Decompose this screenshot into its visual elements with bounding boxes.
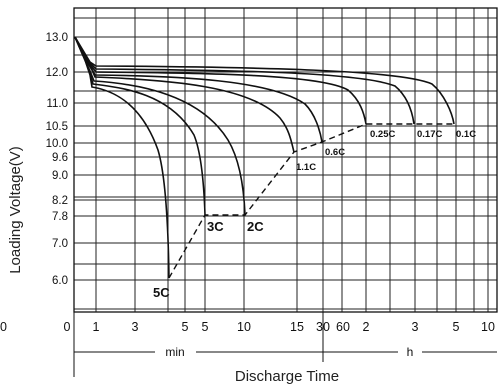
x-tick-label: 10	[237, 320, 251, 334]
y-tick-label: 10.0	[46, 138, 68, 150]
y-tick-label: 11.0	[46, 98, 68, 110]
y-tick-label: 12.0	[46, 67, 68, 79]
x-axis-title: Discharge Time	[235, 368, 339, 385]
curve-0-17c	[74, 36, 415, 125]
y-tick-label: 13.0	[46, 32, 68, 44]
x-tick-label: 1	[93, 320, 100, 334]
y-tick-labels: 13.0 12.0 11.0 10.5 10.0 9.6 9.0 8.2 7.8 7.0 6.0	[46, 32, 68, 287]
plot-border	[73, 7, 498, 313]
x-tick-labels: 01355101530602351020	[0, 320, 495, 334]
time-unit-row: min h	[73, 312, 497, 377]
curve-label-1-1c: 1.1C	[296, 162, 316, 173]
x-tick-label: 0	[64, 320, 71, 334]
x-tick-label: 5	[202, 320, 209, 334]
curve-label-0-6c: 0.6C	[325, 147, 345, 158]
curve-label-5c: 5C	[153, 285, 170, 300]
curve-1-1c	[74, 36, 295, 153]
curve-label-2c: 2C	[247, 219, 264, 234]
curve-0-25c	[74, 36, 367, 125]
y-tick-label: 8.2	[52, 195, 68, 207]
y-tick-label: 6.0	[52, 275, 68, 287]
x-tick-label: 2	[363, 320, 370, 334]
curve-3c	[74, 36, 206, 216]
x-tick-label: 20	[0, 320, 7, 334]
y-tick-label: 7.0	[52, 238, 68, 250]
curve-5c	[74, 36, 170, 279]
curve-label-3c: 3C	[207, 219, 224, 234]
x-tick-label: 5	[182, 320, 189, 334]
end-voltage-dashed-line	[168, 123, 454, 279]
y-tick-label: 7.8	[52, 211, 68, 223]
y-tick-label: 9.6	[52, 152, 68, 164]
curve-label-0-17c: 0.17C	[417, 129, 442, 140]
grid	[73, 8, 497, 312]
x-tick-label: 15	[290, 320, 304, 334]
curve-0-6c	[74, 36, 323, 143]
x-tick-label: 10	[481, 320, 495, 334]
curve-labels: 5C 3C 2C 1.1C 0.6C 0.25C 0.17C 0.1C	[153, 129, 476, 300]
unit-h-label: h	[407, 345, 414, 359]
y-tick-label: 10.5	[46, 121, 68, 133]
x-tick-label: 3	[412, 320, 419, 334]
curve-label-0-25c: 0.25C	[370, 129, 395, 140]
y-axis-title: Loading Voltage(V)	[7, 146, 24, 274]
discharge-curves	[74, 36, 455, 279]
end-voltage-line	[168, 123, 454, 279]
curve-0-1c	[74, 36, 455, 125]
plot-frame	[73, 7, 498, 313]
unit-min-label: min	[165, 345, 184, 359]
x-tick-label: 3	[132, 320, 139, 334]
y-tick-label: 9.0	[52, 170, 68, 182]
x-tick-label: 5	[453, 320, 460, 334]
curve-label-0-1c: 0.1C	[456, 129, 476, 140]
curve-2c	[74, 36, 246, 216]
x-tick-label: 60	[336, 320, 350, 334]
